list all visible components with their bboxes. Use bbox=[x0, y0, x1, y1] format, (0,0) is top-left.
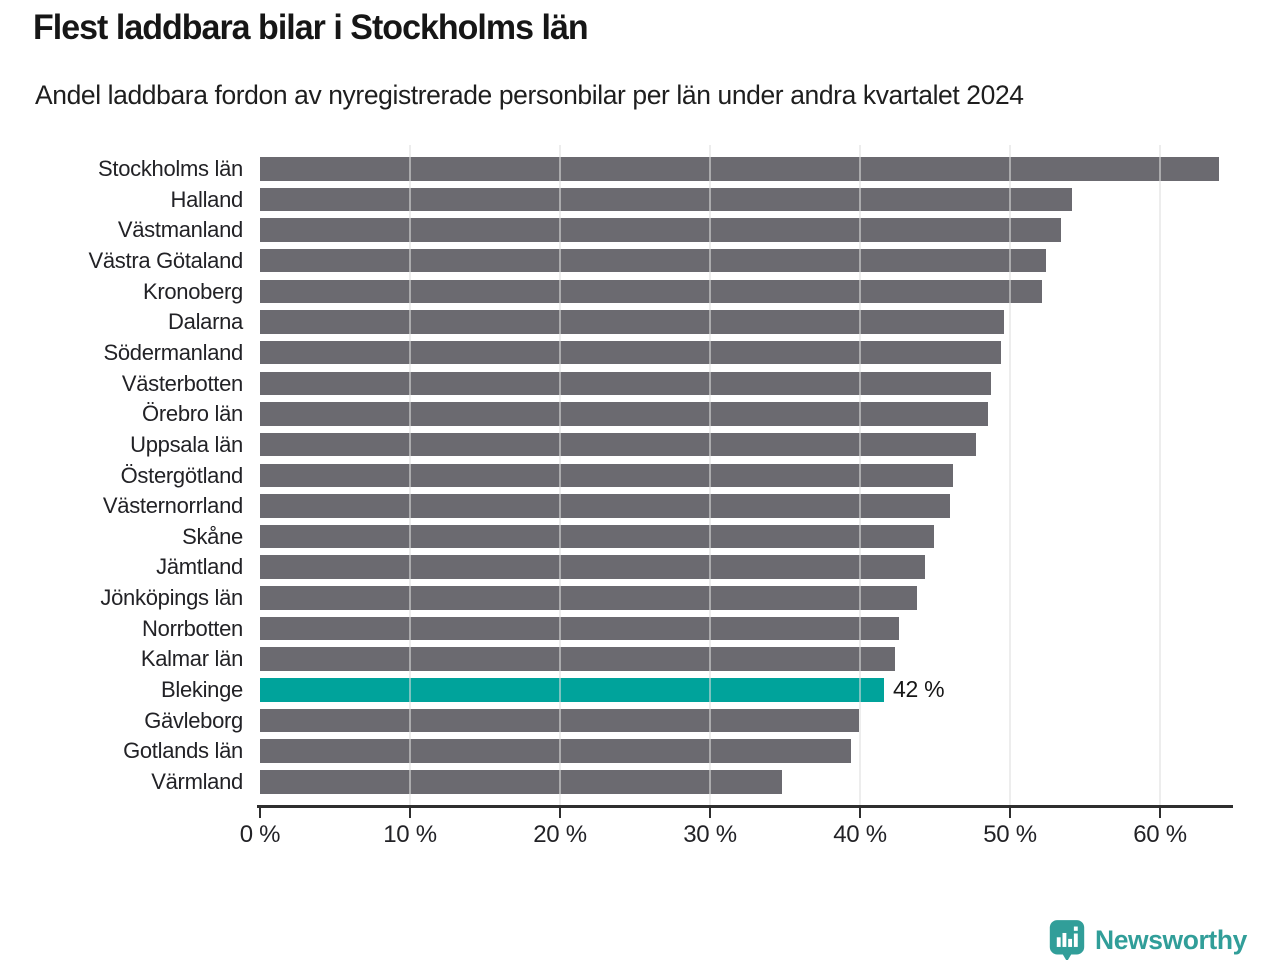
axis-tick-label: 30 % bbox=[683, 821, 737, 848]
axis-tick bbox=[1159, 808, 1162, 818]
bar-ostergotland bbox=[260, 463, 953, 487]
axis-tick-label: 60 % bbox=[1133, 821, 1187, 848]
x-axis-line bbox=[257, 805, 1233, 808]
chart-title: Flest laddbara bilar i Stockholms län bbox=[33, 8, 589, 47]
bar-blekinge bbox=[260, 678, 884, 702]
bar-stockholms-lan bbox=[260, 157, 1219, 181]
category-label: Stockholms län bbox=[98, 156, 243, 181]
bar-vasternorrland bbox=[260, 494, 950, 518]
category-label: Dalarna bbox=[168, 309, 243, 335]
bar-kronoberg bbox=[260, 279, 1042, 304]
category-label: Västerbotten bbox=[121, 370, 243, 396]
bar-jonkopings-lan bbox=[260, 586, 917, 610]
category-label: Värmland bbox=[151, 769, 243, 794]
bar-vastmanland bbox=[260, 218, 1061, 242]
bar-uppsala-lan bbox=[260, 432, 976, 457]
axis-tick bbox=[409, 808, 412, 818]
bar-vastra-gotaland bbox=[260, 248, 1046, 273]
category-label: Gävleborg bbox=[144, 707, 243, 733]
gridline bbox=[1009, 145, 1011, 805]
bar-skane bbox=[260, 524, 934, 549]
axis-tick-label: 20 % bbox=[533, 821, 587, 848]
category-label: Gotlands län bbox=[123, 738, 243, 764]
bar-varmland bbox=[260, 770, 782, 794]
bar-sodermanland bbox=[260, 340, 1001, 365]
axis-tick bbox=[709, 808, 712, 818]
bar-norrbotten bbox=[260, 616, 899, 641]
axis-tick-label: 50 % bbox=[983, 821, 1037, 848]
category-label: Östergötland bbox=[120, 462, 244, 488]
bar-kalmar-lan bbox=[260, 647, 895, 671]
gridline bbox=[1159, 145, 1161, 805]
bar-halland bbox=[260, 187, 1072, 212]
category-label: Västernorrland bbox=[102, 493, 243, 519]
category-label: Västmanland bbox=[117, 217, 243, 243]
axis-tick bbox=[1009, 808, 1012, 818]
axis-tick bbox=[559, 808, 562, 818]
bar-orebro-lan bbox=[260, 402, 988, 426]
category-label: Jönköpings län bbox=[100, 585, 243, 611]
category-label: Skåne bbox=[182, 523, 243, 549]
axis-tick bbox=[259, 808, 262, 818]
category-label: Kronoberg bbox=[142, 278, 243, 304]
axis-tick-label: 40 % bbox=[833, 821, 887, 848]
chart-subtitle: Andel laddbara fordon av nyregistrerade … bbox=[35, 80, 1024, 110]
category-label: Blekinge bbox=[161, 677, 243, 703]
category-label: Halland bbox=[170, 186, 243, 212]
newsworthy-logo-text: Newsworthy bbox=[1095, 925, 1247, 955]
category-label: Jämtland bbox=[156, 554, 243, 580]
gridline bbox=[709, 145, 711, 805]
category-label: Uppsala län bbox=[130, 431, 243, 457]
newsworthy-logo-icon bbox=[1049, 920, 1085, 960]
newsworthy-logo: Newsworthy bbox=[1048, 919, 1250, 960]
bar-dalarna bbox=[260, 310, 1004, 334]
category-label: Södermanland bbox=[103, 339, 244, 365]
category-label: Kalmar län bbox=[140, 646, 243, 672]
bar-jamtland bbox=[260, 555, 925, 579]
gridline bbox=[559, 145, 561, 805]
axis-tick-label: 0 % bbox=[239, 821, 281, 848]
category-label: Västra Götaland bbox=[88, 247, 244, 273]
gridline bbox=[409, 145, 411, 805]
axis-tick bbox=[859, 808, 862, 818]
gridline bbox=[859, 145, 861, 805]
bar-gotlands-lan bbox=[260, 739, 851, 763]
category-label: Norrbotten bbox=[142, 615, 243, 641]
category-label: Örebro län bbox=[142, 401, 243, 427]
bar-vasterbotten bbox=[260, 371, 991, 396]
highlight-value-label: 42 % bbox=[893, 676, 945, 703]
axis-tick-label: 10 % bbox=[383, 821, 437, 848]
